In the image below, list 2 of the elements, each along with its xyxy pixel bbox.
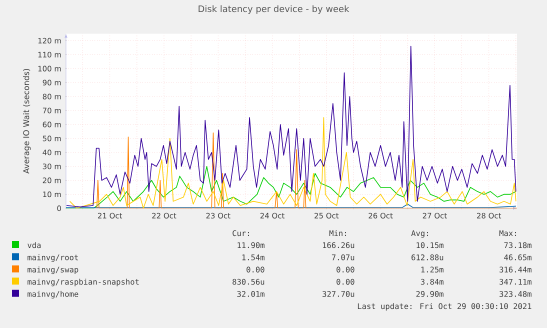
line-series — [69, 117, 516, 208]
chart-title: Disk latency per device - by week — [198, 5, 350, 14]
